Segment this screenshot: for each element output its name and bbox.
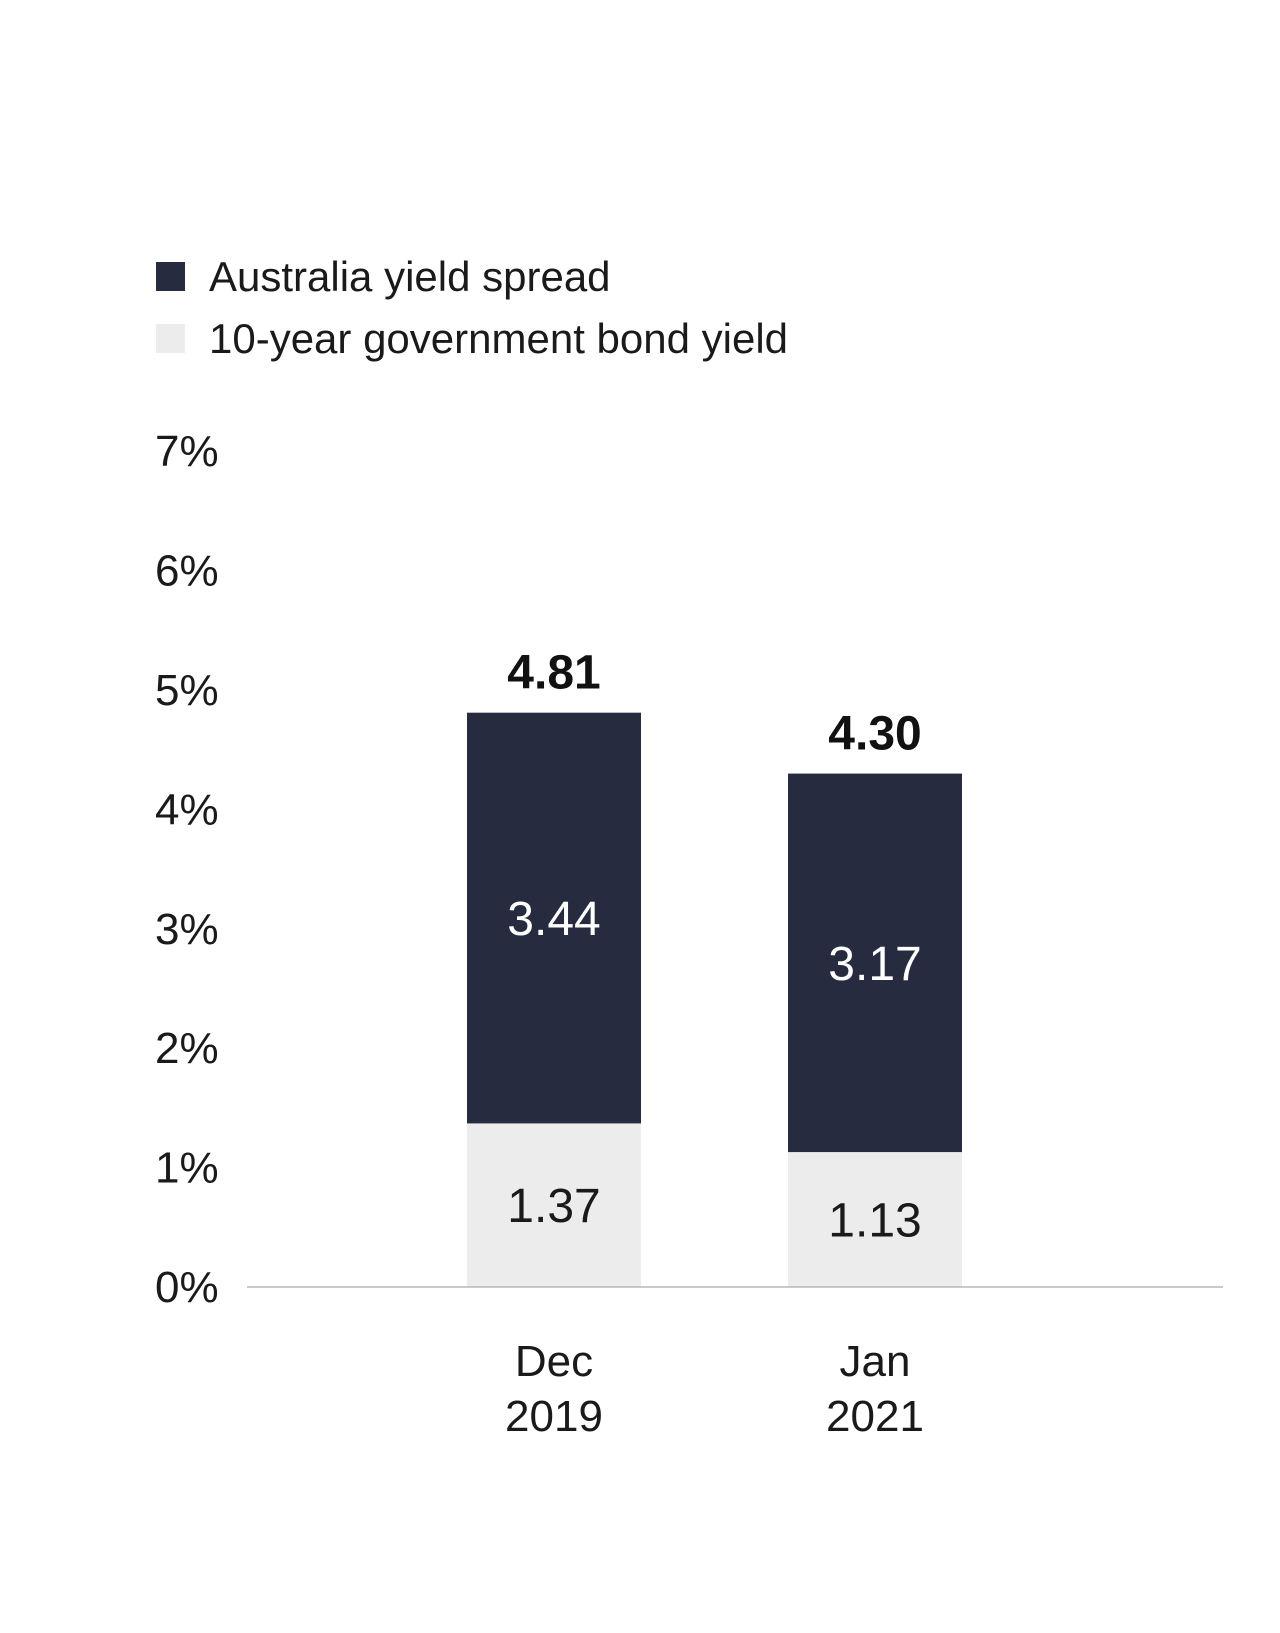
y-tick-label: 2% [155, 1024, 219, 1073]
x-tick-label: Dec [515, 1337, 593, 1386]
legend-label: Australia yield spread [209, 253, 611, 300]
x-tick-label: Jan [840, 1337, 911, 1386]
y-axis: 0% 1% 2% 3% 4% 5% 6% 7% [155, 427, 219, 1312]
bar-segment [467, 1123, 641, 1287]
bar-segment-label: 3.17 [828, 938, 921, 991]
bar-segment [788, 1152, 962, 1287]
bar-segment [788, 773, 962, 1153]
x-tick-label: 2021 [826, 1392, 924, 1441]
bar-segment-label: 1.37 [507, 1180, 600, 1233]
y-tick-label: 6% [155, 547, 219, 596]
bar-segment [467, 712, 641, 1124]
y-tick-label: 7% [155, 427, 219, 476]
bar-segment-label: 3.44 [507, 893, 600, 946]
bar-total-label: 4.30 [828, 708, 921, 761]
y-tick-label: 1% [155, 1144, 219, 1193]
y-tick-label: 4% [155, 785, 219, 834]
x-tick-label: 2019 [505, 1392, 603, 1441]
bars: 1.37 3.44 4.81 1.13 3.17 4.30 [467, 647, 962, 1287]
x-axis: Dec 2019 Jan 2021 [505, 1337, 924, 1441]
y-tick-label: 0% [155, 1263, 219, 1312]
legend-swatch [156, 324, 185, 353]
y-tick-label: 5% [155, 666, 219, 715]
legend-label: 10-year government bond yield [209, 315, 788, 362]
legend-swatch [156, 262, 185, 291]
y-tick-label: 3% [155, 905, 219, 954]
bar-total-label: 4.81 [507, 647, 600, 700]
chart-legend: Australia yield spread 10-year government… [156, 253, 788, 362]
bar-segment-label: 1.13 [828, 1195, 921, 1248]
